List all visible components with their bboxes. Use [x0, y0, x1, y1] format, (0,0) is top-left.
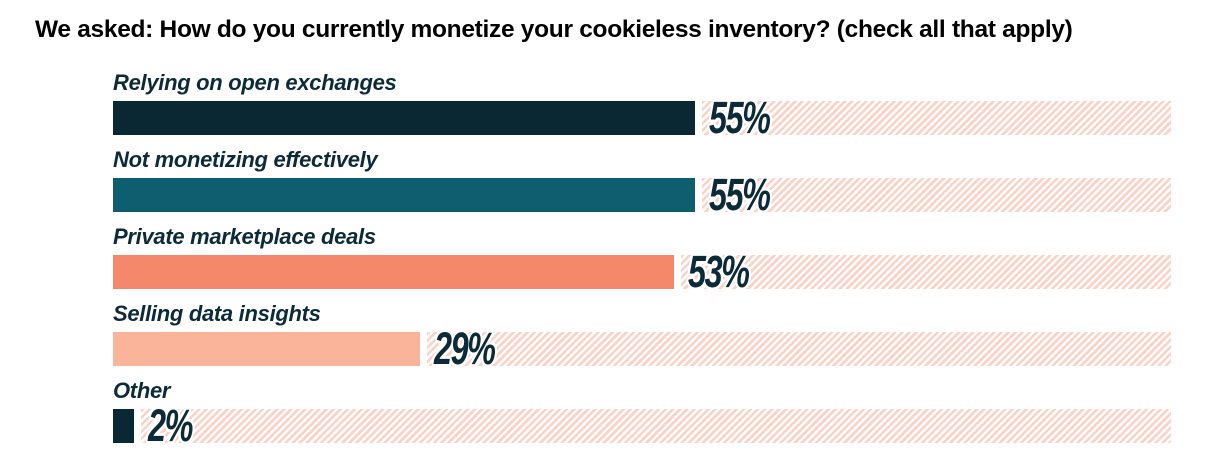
value-label: 2% — [148, 400, 209, 451]
chart-title: We asked: How do you currently monetize … — [35, 16, 1073, 43]
bar-track: 29% — [113, 323, 1171, 374]
track-stripes — [426, 332, 1171, 366]
bar-row: Selling data insights 29% — [113, 301, 1171, 374]
value-label: 53% — [688, 246, 772, 297]
bar-fill — [113, 332, 420, 366]
category-label: Relying on open exchanges — [113, 70, 397, 95]
track-stripes — [701, 101, 1171, 135]
track-stripes — [701, 178, 1171, 212]
value-label: 55% — [709, 169, 793, 220]
bar-track: 2% — [113, 400, 1171, 451]
value-text: 2% — [148, 400, 193, 451]
bar-row: Private marketplace deals 53% — [113, 224, 1171, 297]
category-label: Private marketplace deals — [113, 224, 376, 249]
track-stripes — [680, 255, 1171, 289]
category-label: Not monetizing effectively — [113, 147, 378, 172]
bar-row: Not monetizing effectively 55% — [113, 147, 1171, 220]
value-label: 29% — [434, 323, 518, 374]
value-text: 55% — [708, 92, 771, 143]
bar-fill — [113, 409, 135, 443]
bar-row: Relying on open exchanges 55% — [113, 70, 1171, 143]
bar-row: Other 2% — [113, 378, 1171, 451]
bar-fill — [113, 255, 674, 289]
value-text: 55% — [708, 169, 771, 220]
bar-track: 53% — [113, 246, 1171, 297]
bar-fill — [113, 178, 695, 212]
category-label: Selling data insights — [113, 301, 321, 326]
value-text: 29% — [433, 323, 496, 374]
value-label: 55% — [709, 92, 793, 143]
bar-track: 55% — [113, 169, 1171, 220]
bar-track: 55% — [113, 92, 1171, 143]
bar-fill — [113, 101, 695, 135]
value-text: 53% — [687, 246, 750, 297]
category-label: Other — [113, 378, 171, 403]
track-stripes — [141, 409, 1171, 443]
bar-chart: Relying on open exchanges 55% Not moneti… — [113, 70, 1171, 455]
